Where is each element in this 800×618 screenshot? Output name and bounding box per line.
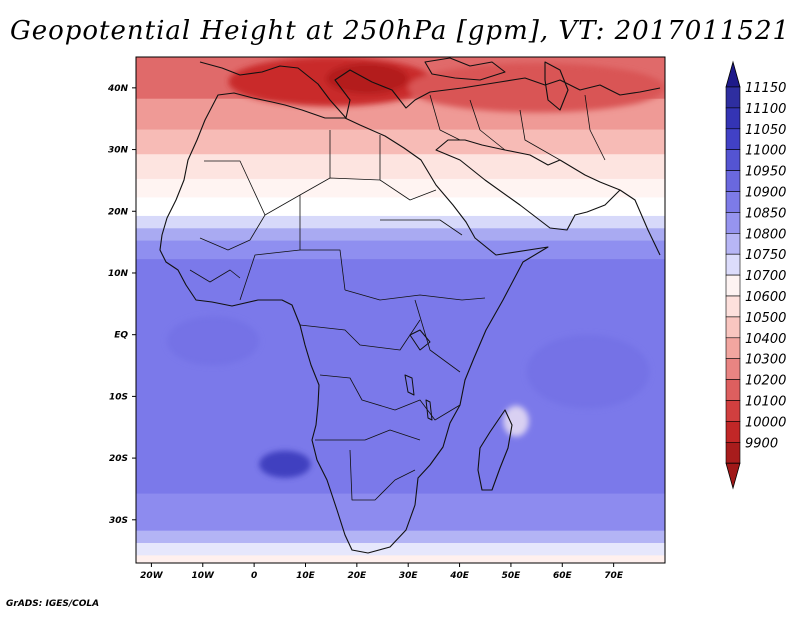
y-tick-label: 20S (109, 454, 128, 464)
colorbar-level-label: 10900 (745, 186, 786, 201)
colorbar-level-label: 10100 (745, 395, 786, 410)
africa-coastline (159, 92, 549, 554)
indian-ocean-low (526, 334, 650, 409)
chart-title: Geopotential Height at 250hPa [gpm], VT:… (9, 16, 791, 46)
colorbar-level-label: 11100 (745, 102, 786, 117)
y-tick-label: 30N (108, 146, 129, 156)
colorbar-level-label: 11050 (745, 123, 786, 138)
colorbar-swatch (725, 316, 741, 339)
colorbar-swatch (725, 337, 741, 359)
colorbar-swatch (725, 233, 741, 255)
x-tick-label: 50E (502, 571, 522, 581)
arabia-coastline (435, 139, 621, 231)
color-legend: 11150 11100 11050 11000 10950 10900 10850 10800… (725, 60, 786, 490)
x-tick-label: 20W (140, 571, 164, 581)
colorbar-swatch (725, 358, 741, 380)
colorbar-level-label: 10300 (745, 353, 786, 368)
colorbar-swatch (725, 149, 741, 171)
x-tick-label: 10W (192, 571, 216, 581)
height-band-2 (136, 129, 665, 158)
coastline-and-borders (159, 57, 661, 554)
height-band-5 (136, 197, 665, 219)
country-borders (189, 94, 606, 501)
height-band-7 (136, 228, 665, 244)
colorbar-level-label: 10750 (745, 248, 786, 263)
india-coastline (619, 189, 661, 256)
colorbar-level-label: 11000 (745, 144, 786, 159)
colorbar-level-label: 10800 (745, 227, 786, 242)
height-band-11 (136, 530, 665, 546)
y-tick-label: EQ (114, 331, 128, 341)
colorbar-swatch (725, 274, 741, 297)
colorbar-swatch (725, 379, 741, 401)
x-tick-label: 10E (296, 571, 316, 581)
y-tick-label: 30S (109, 516, 128, 526)
colorbar-swatch (725, 421, 741, 443)
y-tick-label: 20N (108, 207, 129, 217)
colorbar-level-label: 10700 (745, 269, 786, 284)
y-tick-label: 40N (107, 84, 129, 94)
colorbar-level-label: 10600 (745, 290, 786, 305)
height-color-bands (136, 57, 665, 563)
black-sea-coast (424, 57, 506, 81)
colorbar-level-label: 11150 (745, 81, 786, 96)
aegean-core (326, 63, 409, 95)
madagascar-coastline (477, 409, 513, 491)
x-tick-label: 40E (449, 571, 470, 581)
colorbar-level-label: 10200 (745, 374, 786, 389)
y-tick-label: 10S (109, 392, 128, 402)
colorbar-swatch (725, 86, 741, 109)
colorbar-level-label: 10000 (745, 415, 786, 430)
y-tick-label: 10N (108, 269, 129, 279)
colorbar-swatch (725, 253, 741, 276)
arabian-red (408, 63, 665, 113)
colorbar-bottom-cap (725, 462, 741, 490)
height-band-13 (136, 555, 665, 563)
colorbar-level-label: 10950 (745, 165, 786, 180)
colorbar-swatch (725, 295, 741, 318)
colorbar-swatch (725, 170, 741, 192)
colorbar-level-label: 10400 (745, 332, 786, 347)
colorbar-swatch (725, 191, 741, 213)
colorbar-top-cap (725, 60, 741, 88)
x-tick-label: 70E (604, 571, 624, 581)
colorbar-level-label: 10500 (745, 311, 786, 326)
colorbar-level-label: 9900 (745, 436, 778, 451)
colorbar-swatch (725, 212, 741, 234)
height-anomaly-features (166, 57, 665, 478)
colorbar-swatch (725, 128, 741, 151)
colorbar-level-label: 10850 (745, 206, 786, 221)
atlantic-low (166, 316, 260, 366)
height-band-12 (136, 542, 665, 559)
height-band-3 (136, 154, 665, 182)
x-tick-label: 20E (348, 571, 368, 581)
colorbar-swatch (725, 107, 741, 130)
grads-credit: GrADS: IGES/COLA (6, 599, 100, 609)
atlantic-min (259, 450, 311, 478)
longitude-ticks: 20W 10W 0 10E 20E 30E 40E 50E 60E 70E (140, 563, 624, 581)
x-tick-label: 0 (251, 571, 257, 581)
x-tick-label: 30E (399, 571, 419, 581)
x-tick-label: 60E (553, 571, 573, 581)
madagascar-warm (503, 405, 529, 437)
caspian-coast (544, 61, 569, 111)
height-band-10 (136, 493, 665, 534)
height-band-6 (136, 215, 665, 232)
great-lakes (404, 329, 433, 421)
europe-coastline (199, 61, 661, 119)
height-band-4 (136, 178, 665, 201)
latitude-ticks: 40N 30N 20N 10N EQ 10S 20S 30S (107, 84, 136, 526)
colorbar-swatch (725, 400, 741, 422)
colorbar-swatch (725, 441, 741, 464)
map-frame (135, 56, 666, 564)
map-plot-area (136, 57, 665, 563)
